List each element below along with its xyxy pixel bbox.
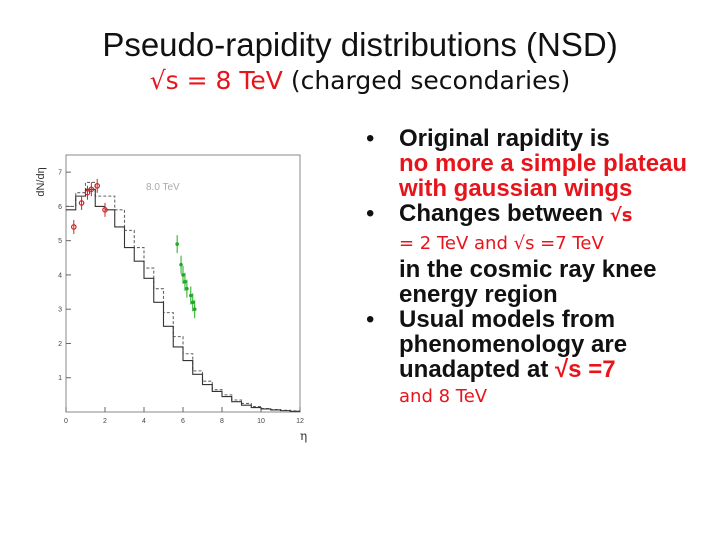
bullet-marker: • [366, 306, 375, 333]
slide-title: Pseudo-rapidity distributions (NSD) [102, 26, 618, 63]
chart-annotation: 8.0 TeV [146, 182, 180, 193]
green-data-point [181, 273, 185, 277]
x-tick-label: 4 [142, 418, 146, 425]
bullet-3-part1: Usual models from phenomenology are unad… [399, 306, 628, 383]
bullet-item: • Usual models from phenomenology are un… [366, 307, 706, 410]
bullet-3-tail: and 8 TeV [399, 386, 488, 407]
dashed-histogram-series [66, 181, 300, 412]
green-data-point [185, 286, 189, 291]
red-data-point [78, 200, 85, 206]
bullet-marker: • [366, 125, 375, 152]
green-data-point [192, 307, 197, 312]
red-data-point [94, 183, 101, 189]
bullet-1-text: Original rapidity is no more a simple pla… [399, 126, 706, 201]
solid-histogram-series [66, 188, 300, 412]
subtitle-rest: (charged secondaries) [282, 66, 571, 95]
bullet-1-part2: no more a simple plateau with gaussian w… [399, 150, 688, 202]
green-data-point [179, 262, 183, 267]
green-data-point [183, 279, 187, 284]
x-tick-label: 10 [257, 418, 265, 425]
red-data-point [88, 186, 95, 193]
chart-marks [66, 178, 300, 412]
x-tick-label: 2 [103, 418, 107, 425]
y-tick-label: 4 [58, 272, 62, 279]
red-data-point [84, 189, 91, 196]
bullet-2-part3: in the cosmic ray knee energy region [399, 256, 657, 308]
x-axis-label: η [300, 429, 307, 443]
bullet-3-text: Usual models from phenomenology are unad… [399, 307, 706, 382]
y-tick-label: 2 [58, 341, 62, 348]
bullet-2-part1: Changes between [399, 200, 610, 227]
red-data-point [71, 224, 77, 230]
bullet-1-part1: Original rapidity is [399, 125, 610, 152]
green-data-point [189, 293, 193, 298]
x-tick-label: 12 [296, 418, 304, 425]
bullet-2-text: Changes between √s [399, 201, 706, 229]
bullet-2-mid: = 2 TeV and √s =7 TeV [399, 233, 604, 254]
bullet-2-sqrt: √s [609, 205, 633, 226]
bullet-marker: • [366, 200, 375, 227]
bullet-3-sqrt: √s =7 [548, 356, 616, 383]
subtitle-energy: √s = 8 TeV [149, 66, 283, 95]
y-tick-label: 6 [58, 204, 62, 211]
bullet-item: • Original rapidity is no more a simple p… [366, 125, 706, 202]
slide-subtitle: √s = 8 TeV (charged secondaries) [0, 66, 720, 95]
y-tick-label: 3 [58, 307, 62, 314]
bullet-item: • Changes between √s = 2 TeV and √s =7 T… [366, 200, 706, 308]
red-data-point [102, 207, 108, 213]
x-tick-label: 0 [64, 418, 68, 425]
green-data-point [190, 300, 195, 305]
y-tick-label: 7 [58, 170, 62, 177]
green-data-point [175, 242, 179, 246]
y-tick-label: 5 [58, 238, 62, 245]
y-axis-label: dN/dη [35, 167, 47, 196]
bullet-list: • Original rapidity is no more a simple p… [366, 126, 706, 410]
x-tick-label: 6 [181, 418, 185, 425]
y-tick-label: 1 [58, 375, 62, 382]
x-tick-label: 8 [220, 418, 224, 425]
